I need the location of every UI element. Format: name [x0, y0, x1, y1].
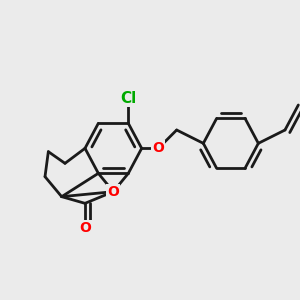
- Text: O: O: [152, 141, 164, 155]
- Text: O: O: [107, 185, 119, 199]
- Text: O: O: [79, 221, 91, 235]
- Text: Cl: Cl: [120, 91, 136, 106]
